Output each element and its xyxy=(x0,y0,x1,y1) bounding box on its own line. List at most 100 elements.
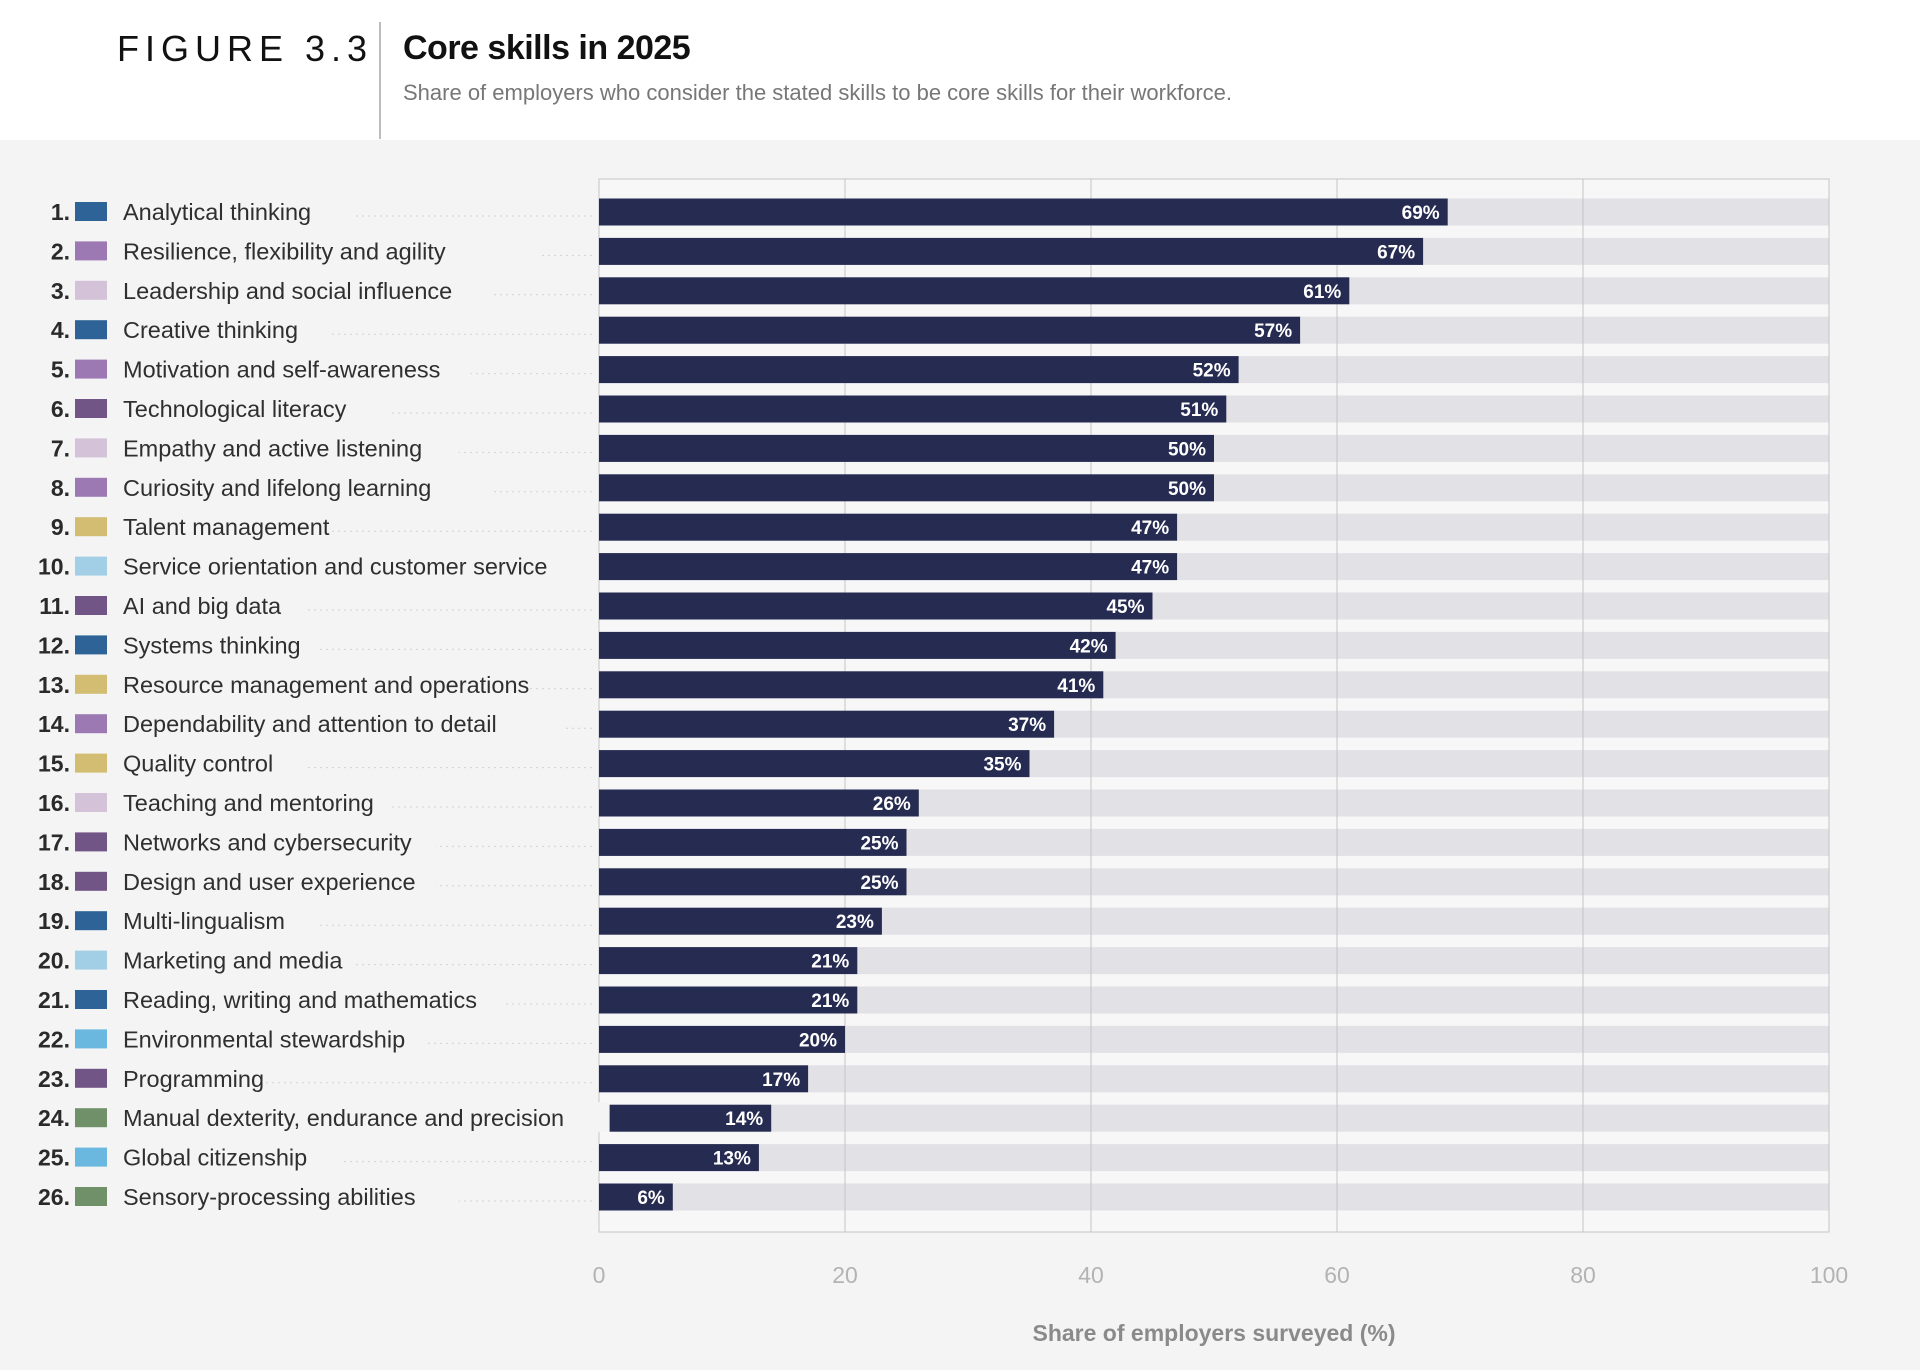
bar xyxy=(599,237,1424,265)
chart-subtitle: Share of employers who consider the stat… xyxy=(403,80,1233,105)
skill-label: Service orientation and customer service xyxy=(123,554,548,580)
skill-label: Sensory-processing abilities xyxy=(123,1184,416,1210)
bar xyxy=(599,1065,809,1093)
bar xyxy=(599,474,1214,502)
bar-value-label: 50% xyxy=(1168,479,1206,500)
skill-label: Analytical thinking xyxy=(123,199,311,225)
bar-value-label: 57% xyxy=(1254,321,1292,342)
skill-label: Marketing and media xyxy=(123,948,343,974)
label-backdrop xyxy=(120,826,436,857)
category-swatch xyxy=(75,517,107,537)
bar-value-label: 47% xyxy=(1131,558,1169,579)
label-backdrop xyxy=(120,1023,424,1054)
rank-number: 16. xyxy=(38,790,70,816)
bar-value-label: 51% xyxy=(1180,400,1218,421)
x-tick-label: 100 xyxy=(1810,1262,1848,1288)
skill-label: Systems thinking xyxy=(123,632,301,658)
bar-value-label: 21% xyxy=(811,952,849,973)
label-backdrop xyxy=(120,787,390,817)
bar xyxy=(599,277,1350,305)
rank-number: 3. xyxy=(51,278,70,304)
skill-label: AI and big data xyxy=(123,593,282,619)
bar xyxy=(599,671,1104,699)
bar xyxy=(599,710,1055,738)
bar xyxy=(599,1183,673,1211)
bar xyxy=(599,789,919,817)
bar-track xyxy=(599,1144,1829,1172)
rank-number: 5. xyxy=(51,357,70,383)
bar-value-label: 45% xyxy=(1106,597,1144,618)
label-backdrop xyxy=(120,1141,343,1172)
bar-value-label: 61% xyxy=(1303,282,1341,303)
bar xyxy=(599,868,907,896)
label-backdrop xyxy=(120,629,320,660)
label-backdrop xyxy=(120,708,564,739)
bar xyxy=(599,1025,845,1053)
x-axis-ticks: 0 20 40 60 80 100 xyxy=(593,1262,1849,1288)
skill-label: Multi-lingualism xyxy=(123,908,285,934)
rank-number: 26. xyxy=(38,1184,70,1210)
label-backdrop xyxy=(120,550,598,581)
label-backdrop xyxy=(120,905,320,936)
bar xyxy=(599,316,1301,344)
row-labels: 1. Analytical thinking 2. Resilience, flexi… xyxy=(38,196,610,1211)
x-tick-label: 0 xyxy=(593,1262,606,1288)
skill-label: Programming xyxy=(123,1066,264,1092)
label-backdrop xyxy=(120,235,540,266)
skill-label: Motivation and self-awareness xyxy=(123,357,440,383)
rank-number: 21. xyxy=(38,987,70,1013)
category-swatch xyxy=(75,280,107,300)
bar xyxy=(599,1104,772,1132)
bar xyxy=(599,828,907,856)
bar xyxy=(599,553,1178,581)
bar-value-label: 69% xyxy=(1402,203,1440,224)
chart-title: Core skills in 2025 xyxy=(403,29,691,67)
bar-value-label: 35% xyxy=(983,755,1021,776)
category-swatch xyxy=(75,793,107,812)
bar-value-label: 23% xyxy=(836,912,874,933)
category-swatch xyxy=(75,674,107,694)
x-tick-label: 40 xyxy=(1078,1262,1104,1288)
rank-number: 23. xyxy=(38,1066,70,1092)
category-swatch xyxy=(75,241,107,261)
rank-number: 17. xyxy=(38,829,70,855)
bar xyxy=(599,356,1239,384)
bar-value-label: 50% xyxy=(1168,439,1206,460)
bar xyxy=(599,198,1448,226)
bar-value-label: 41% xyxy=(1057,676,1095,697)
skill-label: Talent management xyxy=(123,514,330,540)
category-swatch xyxy=(75,320,107,340)
bar xyxy=(599,986,858,1014)
skill-label: Manual dexterity, endurance and precisio… xyxy=(123,1105,564,1131)
rank-number: 11. xyxy=(39,593,70,619)
rank-number: 22. xyxy=(38,1026,70,1052)
skill-label: Leadership and social influence xyxy=(123,278,452,304)
label-backdrop xyxy=(120,590,308,620)
label-backdrop xyxy=(120,353,471,384)
rank-number: 8. xyxy=(51,475,70,501)
bar xyxy=(599,907,882,935)
rank-number: 7. xyxy=(51,435,70,461)
label-backdrop xyxy=(120,865,436,896)
bars: 69% 67% 61% 57% 52% 51% 50% 50% 47% 47% 45% 42% 41% 3… xyxy=(599,198,1448,1211)
rank-number: 19. xyxy=(38,908,70,934)
label-backdrop xyxy=(120,274,494,305)
bar xyxy=(599,592,1153,620)
bar xyxy=(599,1144,759,1172)
category-swatch xyxy=(75,596,107,615)
label-backdrop xyxy=(120,1102,610,1133)
skill-label: Environmental stewardship xyxy=(123,1026,405,1052)
header-divider xyxy=(379,22,381,139)
figure-label: FIGURE 3.3 xyxy=(117,28,374,69)
label-backdrop xyxy=(120,432,459,463)
rank-number: 25. xyxy=(38,1145,70,1171)
gridlines xyxy=(598,178,1830,1233)
skill-label: Networks and cybersecurity xyxy=(123,829,412,855)
label-backdrop xyxy=(120,747,308,778)
bar xyxy=(599,513,1178,541)
skill-label: Curiosity and lifelong learning xyxy=(123,475,431,501)
label-backdrop xyxy=(120,314,332,345)
rank-number: 4. xyxy=(51,317,70,343)
rank-number: 6. xyxy=(51,396,70,422)
category-swatch xyxy=(75,399,107,418)
